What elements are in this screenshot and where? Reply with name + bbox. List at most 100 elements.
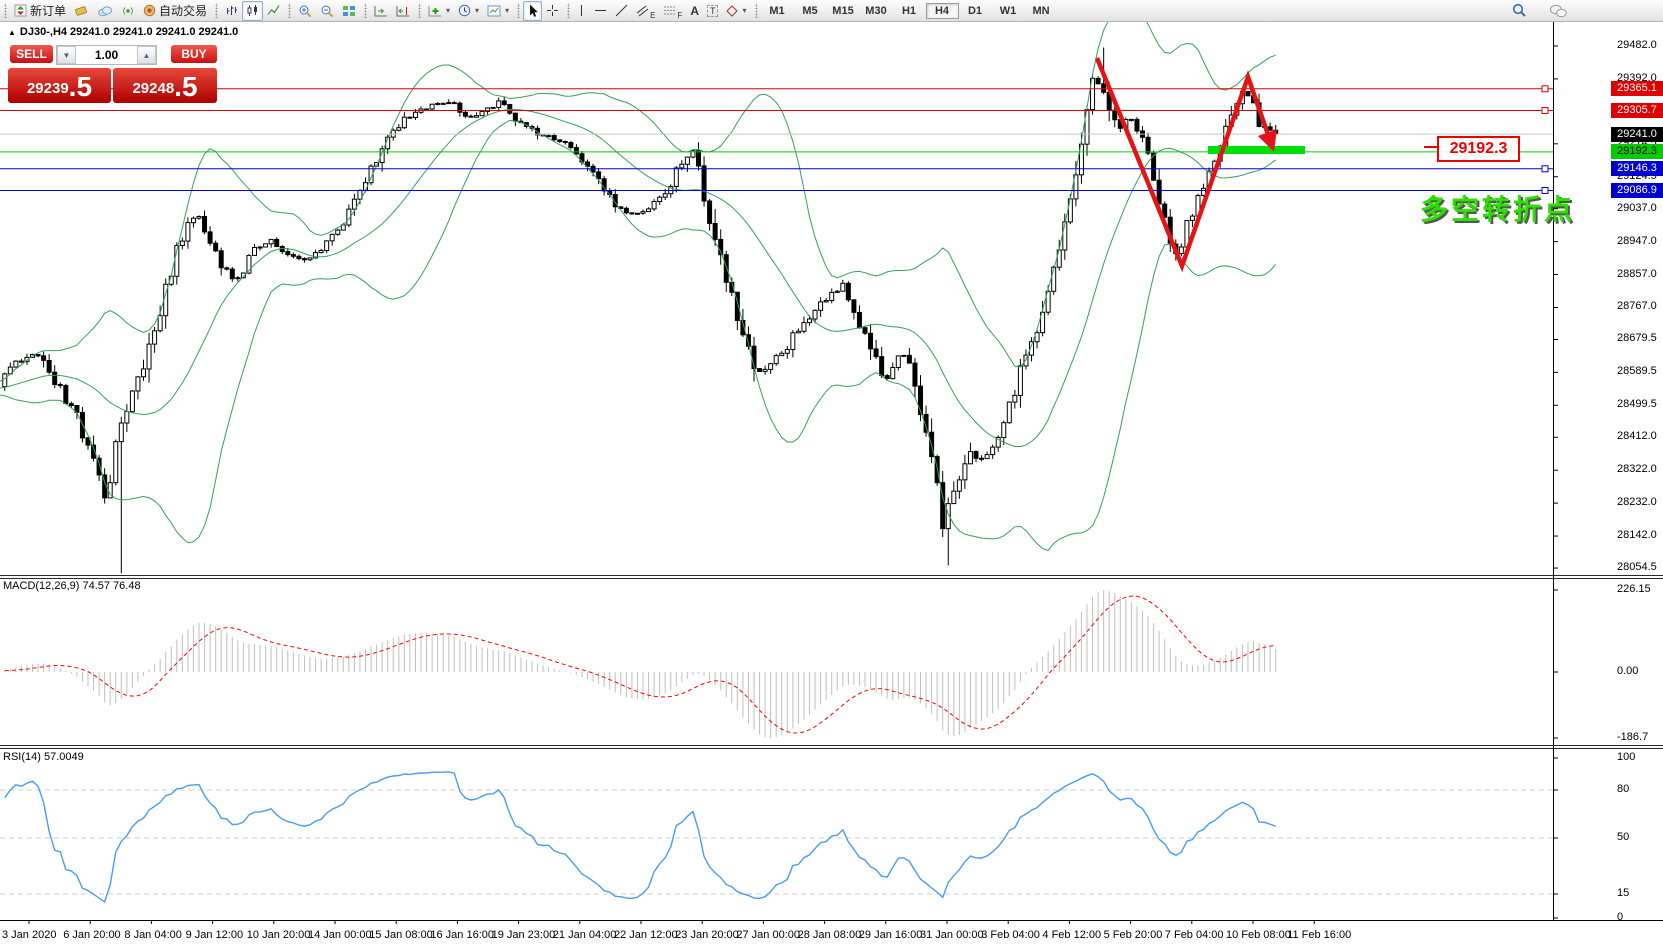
cursor-icon bbox=[530, 4, 538, 17]
fibonacci-glyph: F bbox=[677, 10, 683, 20]
timeframe-D1[interactable]: D1 bbox=[967, 4, 983, 17]
price-flag-label[interactable]: 29192.3 bbox=[1437, 136, 1520, 162]
sell-button[interactable]: SELL bbox=[10, 45, 53, 63]
indicators-button[interactable]: ▾ bbox=[424, 1, 454, 21]
cloud-button[interactable] bbox=[93, 1, 117, 21]
chat-button[interactable] bbox=[1545, 1, 1571, 21]
bollinger-upper-band bbox=[0, 22, 1276, 382]
line-chart-button[interactable] bbox=[263, 1, 284, 21]
bar-chart-button[interactable] bbox=[221, 1, 242, 21]
price-tick-label: 28322.0 bbox=[1617, 463, 1657, 476]
tile-windows-button[interactable] bbox=[338, 1, 360, 21]
timeframe-H1[interactable]: H1 bbox=[901, 4, 917, 17]
price-tick-label: 29037.0 bbox=[1617, 201, 1657, 214]
rsi-scale-label: 0 bbox=[1617, 911, 1624, 923]
chevron-down-icon: ▾ bbox=[742, 6, 747, 15]
line-handle[interactable] bbox=[1541, 165, 1549, 173]
templates-button[interactable]: ▾ bbox=[483, 1, 513, 21]
zigzag-arrow[interactable] bbox=[1094, 57, 1277, 273]
price-tick-label: 29482.0 bbox=[1617, 39, 1657, 51]
tile-windows-icon bbox=[343, 5, 356, 16]
eraser-icon bbox=[75, 6, 87, 16]
search-icon bbox=[1512, 3, 1526, 17]
timeframe-M1[interactable]: M1 bbox=[769, 4, 785, 17]
timeframe-M5[interactable]: M5 bbox=[802, 4, 818, 17]
panel-splitter[interactable] bbox=[0, 578, 1663, 579]
panel-splitter[interactable] bbox=[0, 748, 1663, 749]
highlight-bar[interactable] bbox=[1208, 146, 1305, 154]
line-handle[interactable] bbox=[1541, 187, 1549, 194]
line-handle[interactable] bbox=[1541, 107, 1549, 114]
chart-shift-icon bbox=[396, 5, 410, 16]
panel-splitter[interactable] bbox=[0, 575, 1663, 576]
buy-price-panel[interactable]: 29248.5 bbox=[113, 68, 217, 103]
toolbar-grip[interactable] bbox=[213, 3, 220, 18]
toolbar-grip[interactable] bbox=[286, 3, 293, 18]
new-order-icon bbox=[14, 4, 27, 17]
signal-button[interactable] bbox=[117, 1, 139, 21]
date-label: 9 Jan 12:00 bbox=[185, 929, 244, 941]
chat-icon bbox=[1550, 4, 1567, 17]
timeframe-M30[interactable]: M30 bbox=[865, 4, 887, 17]
toolbar-grip[interactable] bbox=[752, 3, 759, 18]
text-label-button[interactable]: T bbox=[703, 1, 723, 21]
panel-splitter[interactable] bbox=[0, 745, 1663, 746]
date-label: 3 Jan 2020 bbox=[2, 929, 57, 941]
date-label: 3 Feb 04:00 bbox=[981, 929, 1040, 941]
horizontal-line-icon bbox=[595, 10, 607, 11]
zoom-in-icon bbox=[299, 5, 312, 17]
timeframe-W1[interactable]: W1 bbox=[999, 4, 1017, 17]
crosshair-icon bbox=[547, 5, 559, 16]
sell-price-main: 29239 bbox=[26, 80, 69, 97]
note-text[interactable]: 多空转折点 bbox=[1420, 194, 1576, 225]
autotrading-button[interactable]: 自动交易 bbox=[139, 1, 211, 21]
buy-button[interactable]: BUY bbox=[171, 45, 217, 63]
equidistant-channel-button[interactable]: E bbox=[632, 1, 659, 21]
timeframe-M15[interactable]: M15 bbox=[832, 4, 854, 17]
zoom-out-button[interactable] bbox=[316, 1, 338, 21]
rsi-scale-label: 50 bbox=[1617, 831, 1630, 843]
cursor-button[interactable] bbox=[523, 0, 543, 21]
shapes-icon bbox=[726, 4, 739, 17]
sell-price-panel[interactable]: 29239.5 bbox=[8, 68, 111, 103]
new-order-button[interactable]: 新订单 bbox=[10, 1, 70, 21]
timeframe-MN[interactable]: MN bbox=[1032, 4, 1050, 17]
market-watch-button[interactable] bbox=[70, 1, 93, 21]
toolbar-grip[interactable] bbox=[2, 3, 8, 18]
volume-stepper[interactable]: ▼ 1.00 ▲ bbox=[56, 45, 157, 65]
timeframe-H4[interactable]: H4 bbox=[925, 2, 959, 19]
collapse-triangle-icon[interactable]: ▲ bbox=[8, 28, 16, 37]
toolbar-grip[interactable] bbox=[515, 3, 522, 18]
price-tick-label: 28679.5 bbox=[1617, 332, 1657, 345]
date-label: 10 Jan 20:00 bbox=[246, 929, 311, 941]
signal-icon bbox=[123, 7, 133, 15]
chevron-down-icon: ▾ bbox=[475, 6, 480, 15]
volume-value[interactable]: 1.00 bbox=[94, 48, 119, 62]
toolbar-grip[interactable] bbox=[416, 3, 423, 18]
horizontal-line-button[interactable] bbox=[590, 1, 611, 21]
text-button[interactable]: A bbox=[686, 1, 703, 21]
trendline-button[interactable] bbox=[611, 1, 632, 21]
cloud-icon bbox=[98, 6, 113, 17]
candlestick-chart-button[interactable] bbox=[242, 0, 264, 21]
chart-title: ▲ DJ30-,H4 29241.0 29241.0 29241.0 29241.… bbox=[8, 26, 238, 38]
volume-increase-button[interactable]: ▲ bbox=[137, 46, 156, 64]
vertical-line-button[interactable] bbox=[573, 1, 590, 21]
toolbar-grip[interactable] bbox=[362, 3, 369, 18]
date-label: 29 Jan 16:00 bbox=[858, 929, 923, 941]
crosshair-button[interactable] bbox=[542, 1, 563, 21]
toolbar-grip[interactable] bbox=[565, 3, 572, 18]
volume-decrease-button[interactable]: ▼ bbox=[57, 46, 76, 64]
bollinger-lower-band bbox=[0, 119, 1277, 552]
search-button[interactable] bbox=[1508, 1, 1531, 21]
price-tick-label: 28499.5 bbox=[1617, 398, 1657, 411]
zoom-in-button[interactable] bbox=[294, 1, 316, 21]
periods-button[interactable]: ▾ bbox=[454, 1, 483, 21]
chart-shift-button[interactable] bbox=[392, 1, 414, 21]
arrows-button[interactable]: ▾ bbox=[722, 1, 750, 21]
line-handle[interactable] bbox=[1541, 85, 1549, 93]
fibonacci-button[interactable]: F bbox=[659, 1, 686, 21]
auto-scroll-button[interactable] bbox=[370, 1, 392, 21]
